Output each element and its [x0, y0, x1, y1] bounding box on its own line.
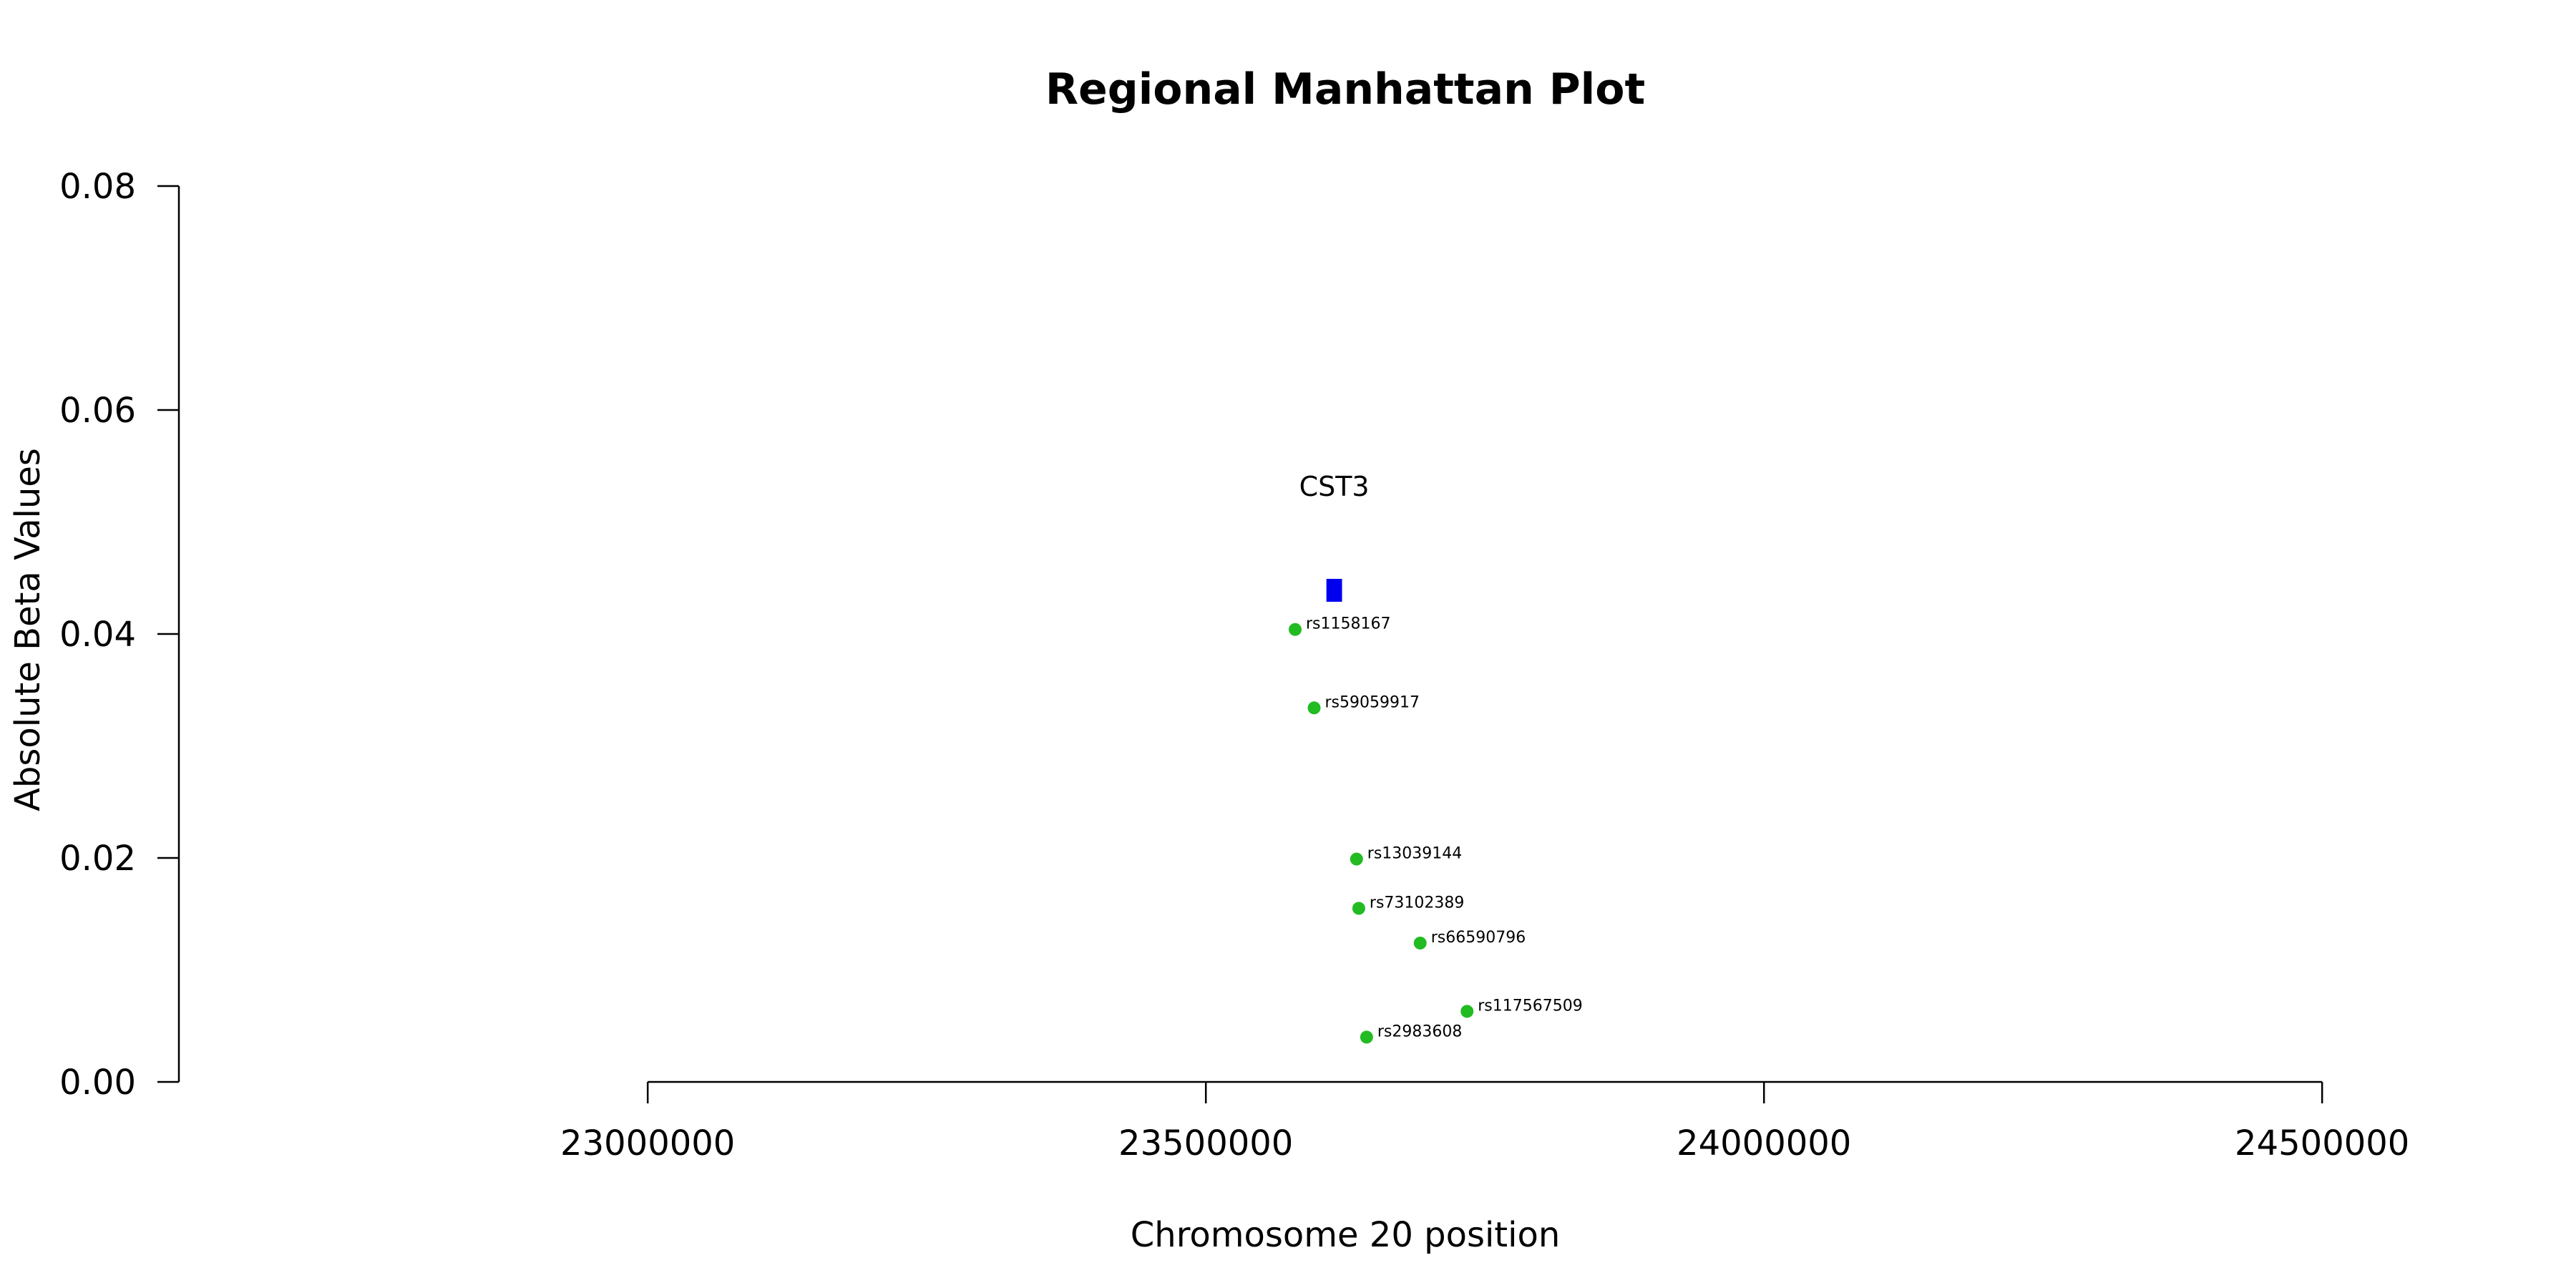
snp-label: rs117567509 [1478, 997, 1582, 1015]
gene-mark [1326, 578, 1342, 602]
snp-point [1413, 936, 1427, 950]
axes: 0.00 0.02 0.04 0.06 0.08 23000000 23500000 2400… [59, 167, 2409, 1163]
x-axis-label: Chromosome 20 position [1131, 1215, 1561, 1255]
x-tick-label: 24000000 [1677, 1123, 1851, 1163]
y-tick-label: 0.06 [59, 391, 136, 431]
x-tick-label: 23500000 [1118, 1123, 1293, 1163]
snp-label: rs66590796 [1431, 929, 1526, 947]
snp-point [1350, 852, 1363, 866]
snp-label: rs13039144 [1367, 845, 1462, 863]
chart-title: Regional Manhattan Plot [1045, 64, 1645, 114]
snp-point [1360, 1030, 1373, 1044]
snp-point [1307, 701, 1321, 715]
x-tick-label: 23000000 [560, 1123, 735, 1163]
snp-label: rs59059917 [1325, 693, 1420, 711]
snp-label: rs73102389 [1370, 894, 1464, 912]
y-tick-label: 0.00 [59, 1063, 136, 1103]
snp-point [1352, 902, 1365, 915]
y-tick-label: 0.08 [59, 167, 136, 207]
snp-label: rs2983608 [1377, 1023, 1463, 1040]
gene-label: CST3 [1299, 471, 1370, 502]
snp-point [1460, 1005, 1474, 1018]
y-tick-label: 0.04 [59, 615, 136, 655]
y-tick-label: 0.02 [59, 839, 136, 879]
snp-label: rs1158167 [1306, 615, 1391, 633]
snp-point [1289, 623, 1302, 636]
x-tick-label: 24500000 [2235, 1123, 2409, 1163]
y-axis-label: Absolute Beta Values [8, 448, 48, 811]
data-marks: CST3 rs1158167 rs59059917 rs13039144 rs73102… [1289, 471, 1583, 1044]
